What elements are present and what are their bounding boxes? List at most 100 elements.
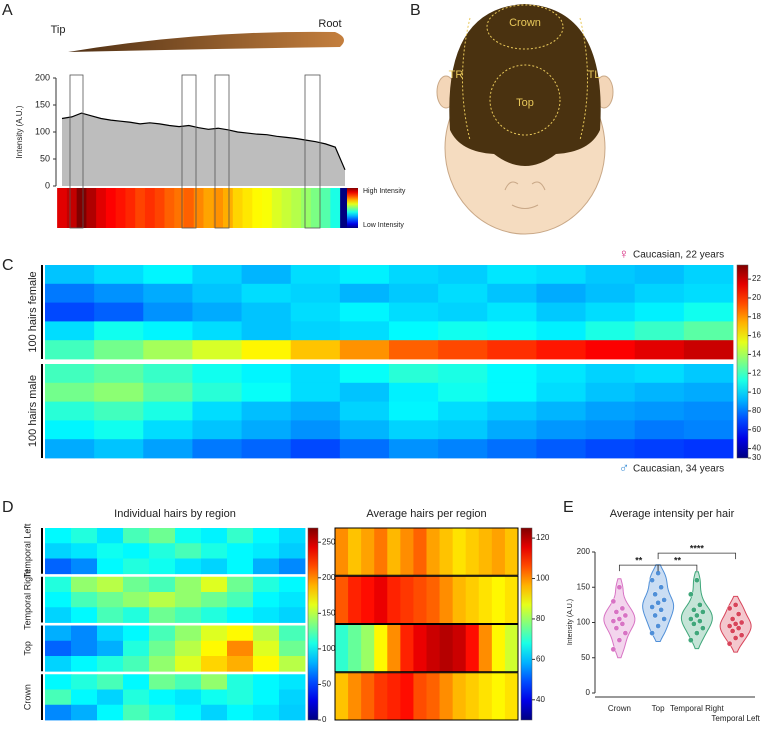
highlight-box bbox=[304, 74, 321, 229]
colorbar-tick-label: 220 bbox=[752, 274, 761, 283]
heatmap-cell bbox=[504, 624, 519, 673]
heatmap-cell bbox=[143, 420, 193, 440]
y-tick-label: 200 bbox=[577, 547, 591, 556]
heatmap-cell bbox=[585, 364, 636, 384]
data-point bbox=[616, 637, 623, 643]
heatmap-cell bbox=[487, 382, 537, 402]
intensity-cell bbox=[271, 188, 283, 228]
heatmap-cell bbox=[241, 364, 292, 384]
heatmap-cell bbox=[149, 689, 176, 706]
intensity-cell bbox=[320, 188, 331, 228]
heatmap-cell bbox=[478, 624, 493, 673]
heatmap-cell bbox=[279, 528, 306, 544]
heatmap-cell bbox=[290, 302, 341, 322]
annotation: Caucasian, 34 years bbox=[633, 464, 724, 475]
heatmap-cell bbox=[536, 401, 586, 421]
heatmap-cell bbox=[143, 265, 193, 285]
head-diagram: Crown TR TL Top bbox=[436, 4, 614, 235]
heatmap-cell bbox=[175, 674, 202, 690]
heatmap-cell bbox=[241, 302, 292, 322]
heatmap-cell bbox=[253, 674, 280, 690]
intensity-cell bbox=[203, 188, 214, 228]
heatmap-cell bbox=[241, 265, 292, 285]
data-point bbox=[655, 599, 661, 606]
heatmap-cell bbox=[253, 543, 280, 559]
heatmap-cell bbox=[348, 576, 362, 624]
significance-label: **** bbox=[690, 544, 705, 554]
heatmap-cell bbox=[175, 704, 202, 721]
group-label: Top bbox=[22, 641, 32, 656]
heatmap-cell bbox=[175, 592, 202, 608]
heatmap-cell bbox=[290, 364, 341, 384]
heatmap-cell bbox=[465, 528, 480, 576]
heatmap-cell bbox=[634, 283, 685, 303]
violin bbox=[680, 571, 713, 650]
heatmap-cell bbox=[71, 607, 98, 623]
data-point bbox=[613, 609, 620, 615]
heatmap-cell bbox=[143, 439, 193, 459]
heatmap-cell bbox=[585, 340, 636, 360]
heatmap-cell bbox=[487, 364, 537, 384]
heatmap-cell bbox=[491, 624, 506, 673]
heatmap-cell bbox=[426, 576, 440, 624]
heatmap-cell bbox=[504, 576, 519, 624]
highlight-box bbox=[69, 74, 84, 229]
panel-label: E bbox=[563, 499, 574, 516]
colorbar-tick-label: 120 bbox=[536, 533, 550, 542]
data-point bbox=[622, 612, 629, 619]
heatmap-cell bbox=[201, 625, 228, 642]
heatmap-cell bbox=[97, 576, 124, 593]
heatmap-cell bbox=[94, 439, 144, 459]
heatmap-cell bbox=[413, 624, 427, 673]
colorbar-tick-label: 40 bbox=[752, 444, 761, 453]
heatmap-cell bbox=[348, 672, 362, 721]
heatmap-cell bbox=[45, 302, 95, 322]
heatmap-cell bbox=[339, 283, 390, 303]
intensity-cell bbox=[86, 188, 97, 228]
data-point bbox=[688, 591, 694, 598]
panel-label: B bbox=[410, 2, 421, 19]
intensity-cell bbox=[193, 188, 204, 228]
heatmap-cell bbox=[439, 528, 454, 576]
heatmap-cell bbox=[683, 439, 734, 459]
heatmap-cell bbox=[339, 340, 390, 360]
heatmap-cell bbox=[438, 302, 488, 322]
heatmap-cell bbox=[683, 364, 734, 384]
heatmap-cell bbox=[374, 624, 388, 673]
heatmap-cell bbox=[439, 624, 454, 673]
heatmap-cell bbox=[241, 420, 292, 440]
colorbar-tick-label: 0 bbox=[322, 715, 327, 724]
data-point bbox=[658, 607, 664, 613]
heatmap-cell bbox=[71, 674, 98, 690]
intensity-cell bbox=[223, 188, 234, 228]
group-label: 100 hairs male bbox=[27, 375, 39, 447]
heatmap-cell bbox=[478, 528, 493, 576]
intensity-cell bbox=[232, 188, 244, 228]
heatmap-cell bbox=[361, 624, 375, 673]
heatmap-cell bbox=[438, 283, 488, 303]
data-point bbox=[619, 605, 626, 612]
y-tick-label: 150 bbox=[35, 99, 50, 109]
heatmap-cell bbox=[487, 420, 537, 440]
intensity-cell bbox=[291, 188, 302, 228]
group-label: 100 hairs female bbox=[27, 271, 39, 352]
heatmap-cell bbox=[45, 592, 72, 608]
data-point bbox=[649, 577, 655, 584]
heatmap-cell bbox=[452, 576, 467, 624]
heatmap-cell bbox=[143, 321, 193, 341]
heatmap-cell bbox=[97, 704, 124, 721]
heatmap-cell bbox=[290, 321, 341, 341]
heatmap-cell bbox=[634, 401, 685, 421]
heatmap-cell bbox=[683, 302, 734, 322]
heatmap-cell bbox=[175, 640, 202, 657]
heatmap-cell bbox=[389, 364, 439, 384]
heatmap-cell bbox=[192, 364, 242, 384]
heatmap-cell bbox=[585, 401, 636, 421]
heatmap-cell bbox=[491, 528, 506, 576]
heatmap-cell bbox=[149, 576, 176, 593]
heatmap-cell bbox=[253, 558, 280, 575]
intensity-cell bbox=[213, 188, 224, 228]
chart-title: Average hairs per region bbox=[366, 508, 486, 520]
y-tick-label: 100 bbox=[577, 618, 591, 627]
heatmap-cell bbox=[45, 283, 95, 303]
